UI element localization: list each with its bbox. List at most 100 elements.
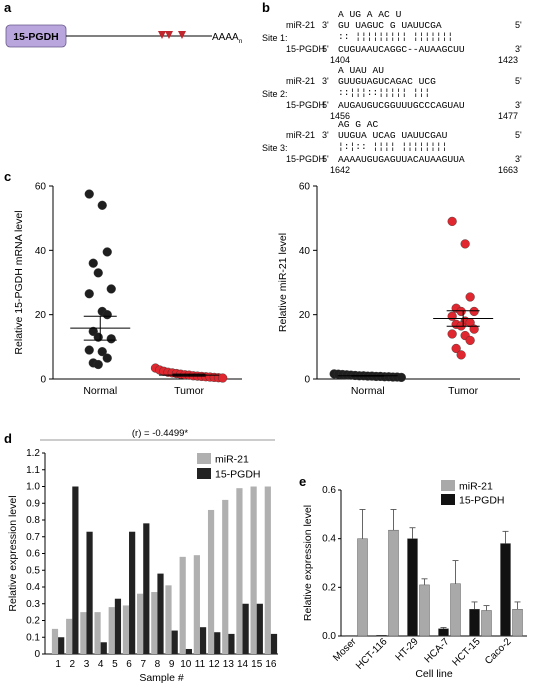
target-5prime: 5' [322, 44, 329, 54]
data-point-normal [93, 359, 103, 370]
target-sequence: CUGUAAUCAGGC--AUAAGCUU [338, 44, 465, 55]
bar-mir21 [151, 592, 158, 654]
bar-mir21 [193, 555, 200, 654]
bar-mir21 [419, 584, 430, 637]
bar-mir21 [207, 509, 215, 654]
y-axis-label: Relative expression level [7, 495, 19, 611]
base-pair-marks: :: ¦¦¦¦¦¦¦¦¦ ¦¦¦¦¦¦¦ [338, 31, 453, 42]
x-tick-label: 1 [55, 659, 61, 670]
legend-swatch [197, 453, 211, 464]
x-tick-label: HCA-7 [423, 636, 452, 665]
bar-15pgdh [228, 633, 235, 654]
data-point-normal [84, 345, 94, 355]
x-tick-label: 2 [70, 659, 76, 670]
y-tick-label: 1.2 [26, 448, 40, 459]
y-tick-label: 60 [35, 182, 47, 193]
y-axis-label: Relative miR-21 level [277, 233, 289, 332]
target-3prime: 3' [515, 100, 522, 110]
y-axis-label: Relative expression level [302, 505, 314, 621]
target-sequence: AUGAUGUCGGUUUGCCCAGUAU [338, 100, 465, 111]
bar-15pgdh [86, 531, 93, 654]
x-category-label: Tumor [448, 385, 478, 397]
data-point-tumor [469, 306, 479, 317]
x-tick-label: 8 [155, 659, 161, 670]
mirna-3prime: 3' [322, 76, 329, 86]
y-tick-label: 0.2 [322, 582, 336, 593]
bar-15pgdh [256, 603, 263, 654]
mirna-5prime: 5' [515, 20, 522, 30]
bar-mir21 [388, 529, 399, 637]
x-tick-label: 9 [169, 659, 175, 670]
x-category-label: Normal [351, 385, 385, 397]
panel-d-label: d [4, 431, 12, 446]
x-category-label: Normal [83, 385, 117, 397]
target-name: 15-PGDH [286, 154, 325, 164]
data-point-normal [396, 372, 406, 382]
x-tick-label: 5 [112, 659, 118, 670]
bar-mir21 [236, 488, 243, 654]
target-3prime: 3' [515, 44, 522, 54]
data-point-normal [84, 289, 94, 299]
y-tick-label: 0.9 [26, 498, 40, 509]
bar-15pgdh [129, 531, 136, 654]
gene-box-label: 15-PGDH [13, 31, 59, 43]
data-point-normal [106, 284, 116, 294]
bar-mir21 [481, 610, 492, 637]
x-tick-label: 15 [251, 659, 263, 670]
bar-mir21 [357, 538, 368, 637]
y-tick-label: 0 [34, 649, 40, 660]
polya-tail: AAAAn [212, 32, 243, 45]
bar-15pgdh [100, 642, 107, 654]
data-point-tumor [447, 216, 457, 226]
chart-mir21-level: 0 20 40 60 Normal Tumor Relative miR-21 level [277, 182, 520, 397]
x-axis-label: Sample # [139, 672, 184, 684]
bar-15pgdh [500, 543, 511, 637]
legend-label: miR-21 [215, 454, 249, 466]
target-5prime: 5' [322, 100, 329, 110]
bar-15pgdh [185, 648, 192, 654]
data-point-normal [102, 247, 112, 257]
x-category-label: Tumor [174, 385, 204, 397]
bar-mir21 [80, 612, 87, 654]
base-pair-marks: ::¦¦¦::¦¦¦¦¦ ¦¦¦ [338, 87, 430, 98]
data-point-tumor [218, 373, 228, 383]
base-pair-marks: ¦:¦:: ¦¦¦¦ ¦¦¦¦¦¦¦¦ [338, 141, 447, 152]
y-tick-label: 40 [299, 246, 311, 257]
data-point-normal [102, 310, 112, 320]
mirna-sequence: GU UAGUC G UAUUCGA [338, 20, 442, 31]
bar-15pgdh [438, 628, 449, 637]
bar-mir21 [250, 486, 257, 654]
x-tick-label: 11 [195, 659, 206, 670]
site-name: Site 2: [262, 89, 288, 99]
data-point-tumor [451, 343, 461, 354]
correlation-label: (r) = -0.4499* [132, 428, 189, 439]
mirna-name: miR-21 [286, 130, 315, 140]
bar-mir21 [108, 607, 115, 654]
chart-sample-expression: 00.10.20.30.40.50.60.70.80.91.01.11.21 2 3… [7, 448, 278, 684]
data-point-normal [106, 334, 116, 344]
data-point-tumor [447, 311, 457, 321]
target-5prime: 5' [322, 154, 329, 164]
y-tick-label: 1.1 [26, 465, 40, 476]
data-point-tumor [456, 350, 466, 360]
x-tick-label: Caco-2 [483, 636, 514, 667]
mirna-name: miR-21 [286, 76, 315, 86]
x-tick-label: 16 [265, 659, 277, 670]
bar-mir21 [66, 618, 73, 654]
y-tick-label: 0.6 [322, 485, 336, 496]
data-point-normal [93, 268, 103, 278]
bar-15pgdh [270, 633, 278, 654]
bar-15pgdh [72, 486, 79, 654]
bar-15pgdh [407, 538, 418, 637]
x-tick-label: HCT-15 [450, 636, 482, 668]
y-tick-label: 0 [40, 375, 46, 386]
y-tick-label: 60 [299, 182, 311, 193]
bar-mir21 [512, 609, 523, 637]
site-name: Site 3: [262, 143, 288, 153]
bar-15pgdh [157, 573, 164, 654]
legend-swatch [441, 480, 455, 491]
y-tick-label: 0.6 [26, 549, 40, 560]
target-name: 15-PGDH [286, 44, 325, 54]
bar-15pgdh [114, 598, 122, 654]
